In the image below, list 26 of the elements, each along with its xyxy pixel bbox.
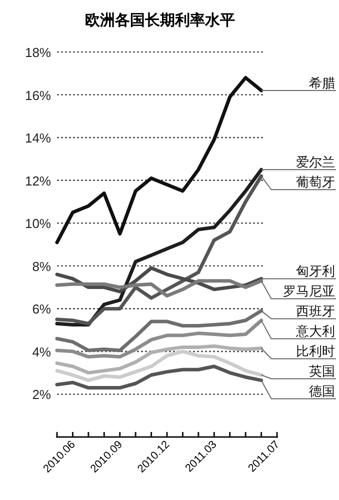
line-series xyxy=(55,318,264,359)
y-tick-label: 16% xyxy=(24,88,52,103)
y-tick-label: 8% xyxy=(32,258,52,274)
chart-title: 欧洲各国长期利率水平 xyxy=(85,11,235,29)
line-series xyxy=(55,364,264,390)
text: 爱尔兰 xyxy=(296,154,335,170)
text: 葡萄牙 xyxy=(296,174,335,190)
y-tick-label: 2% xyxy=(32,387,52,402)
y-tick-label: 10% xyxy=(24,216,52,232)
text: 希腊 xyxy=(309,76,335,90)
text: 英国 xyxy=(309,364,335,379)
y-tick-label: 6% xyxy=(32,302,52,317)
line-series xyxy=(55,76,264,244)
text: 比利时 xyxy=(296,344,335,359)
text: 意大利 xyxy=(295,324,335,339)
line-series xyxy=(55,350,264,382)
y-tick-label: 4% xyxy=(32,344,52,360)
y-tick-label: 12% xyxy=(24,173,52,188)
text: 西班牙 xyxy=(296,304,335,319)
series-label: 罗马尼亚 xyxy=(283,284,335,299)
text: 德国 xyxy=(309,384,335,399)
line-series xyxy=(55,279,264,298)
y-tick-label: 14% xyxy=(24,130,52,146)
text: 匈牙利 xyxy=(296,264,335,279)
line-series xyxy=(55,344,264,375)
y-tick-label: 18% xyxy=(24,45,52,60)
